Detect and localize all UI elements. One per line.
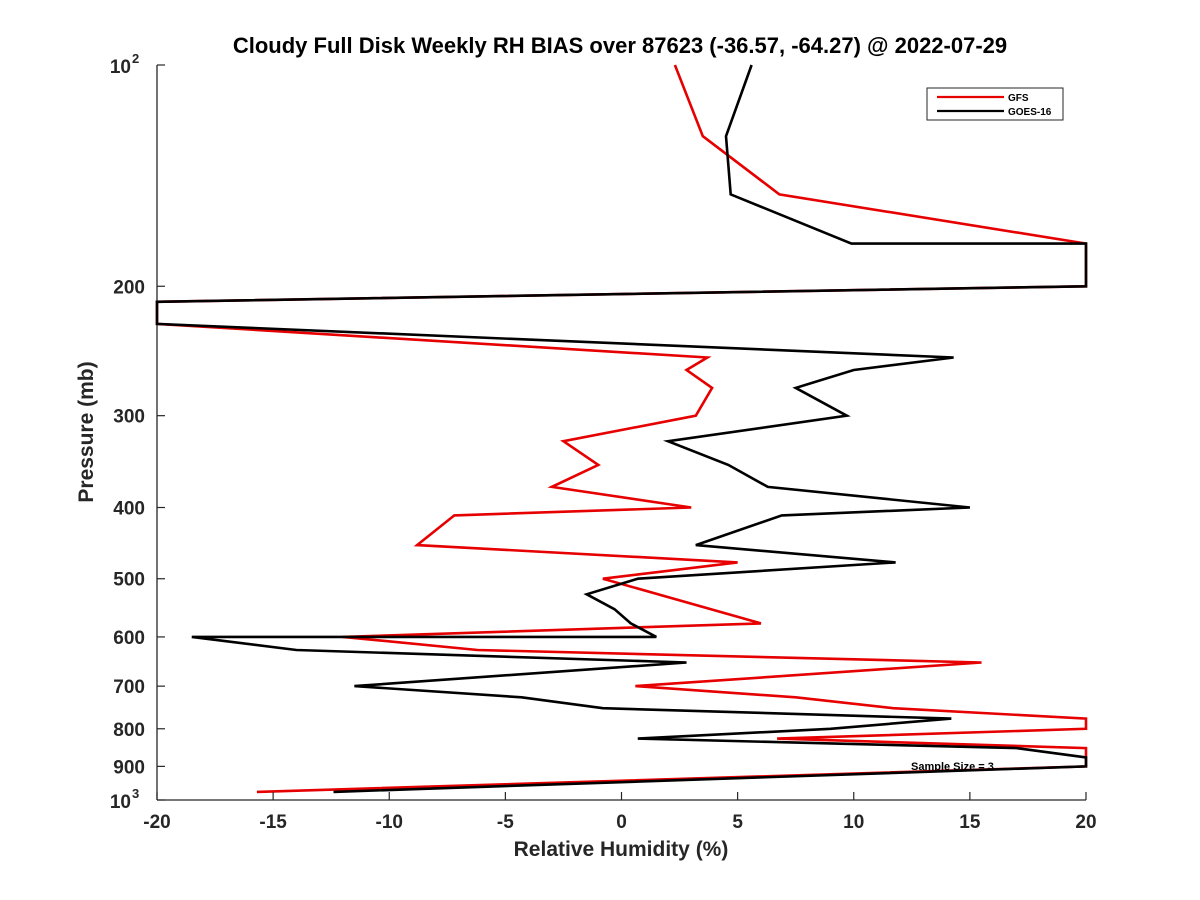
- x-tick-label: 15: [959, 812, 981, 833]
- y-tick-label: 200: [113, 277, 145, 298]
- series-line-goes16: [155, 64, 1088, 794]
- series-line-gfs: [155, 64, 1088, 794]
- y-tick-label: 300: [113, 407, 145, 428]
- legend: GFS GOES-16: [926, 87, 1064, 121]
- chart-title: Cloudy Full Disk Weekly RH BIAS over 876…: [233, 33, 1007, 58]
- y-tick-label: 400: [113, 499, 145, 520]
- y-tick-label: 10: [110, 57, 131, 78]
- y-tick-label: 700: [113, 677, 145, 698]
- y-axis-label: Pressure (mb): [75, 361, 98, 502]
- x-tick-label: -20: [143, 812, 170, 833]
- x-ticks: -20 -15 -10 -5 0 5 10 15 20: [143, 792, 1097, 833]
- x-tick-label: -15: [259, 812, 287, 833]
- sample-size-note: Sample Size = 3: [911, 761, 994, 773]
- series-layer: [155, 64, 1088, 794]
- y-tick-label: 800: [113, 720, 145, 741]
- x-tick-label: 0: [616, 812, 627, 833]
- legend-label-goes16: GOES-16: [1008, 107, 1052, 118]
- legend-label-gfs: GFS: [1008, 93, 1029, 104]
- plot-area: -20 -15 -10 -5 0 5 10 15 20 10 220030040050060070…: [110, 51, 1097, 833]
- legend-box: [926, 87, 1064, 121]
- y-tick-label: 900: [113, 757, 145, 778]
- y-tick-label: 10: [110, 792, 131, 813]
- y-tick-label: 500: [113, 570, 145, 591]
- x-tick-label: 5: [732, 812, 743, 833]
- y-tick-exponent: 3: [132, 786, 139, 801]
- x-tick-label: -5: [497, 812, 514, 833]
- x-tick-label: 20: [1075, 812, 1096, 833]
- x-tick-label: -10: [376, 812, 403, 833]
- y-tick-label: 600: [113, 628, 145, 649]
- y-tick-exponent: 2: [132, 51, 139, 66]
- x-tick-label: 10: [843, 812, 864, 833]
- x-axis-label: Relative Humidity (%): [514, 838, 729, 861]
